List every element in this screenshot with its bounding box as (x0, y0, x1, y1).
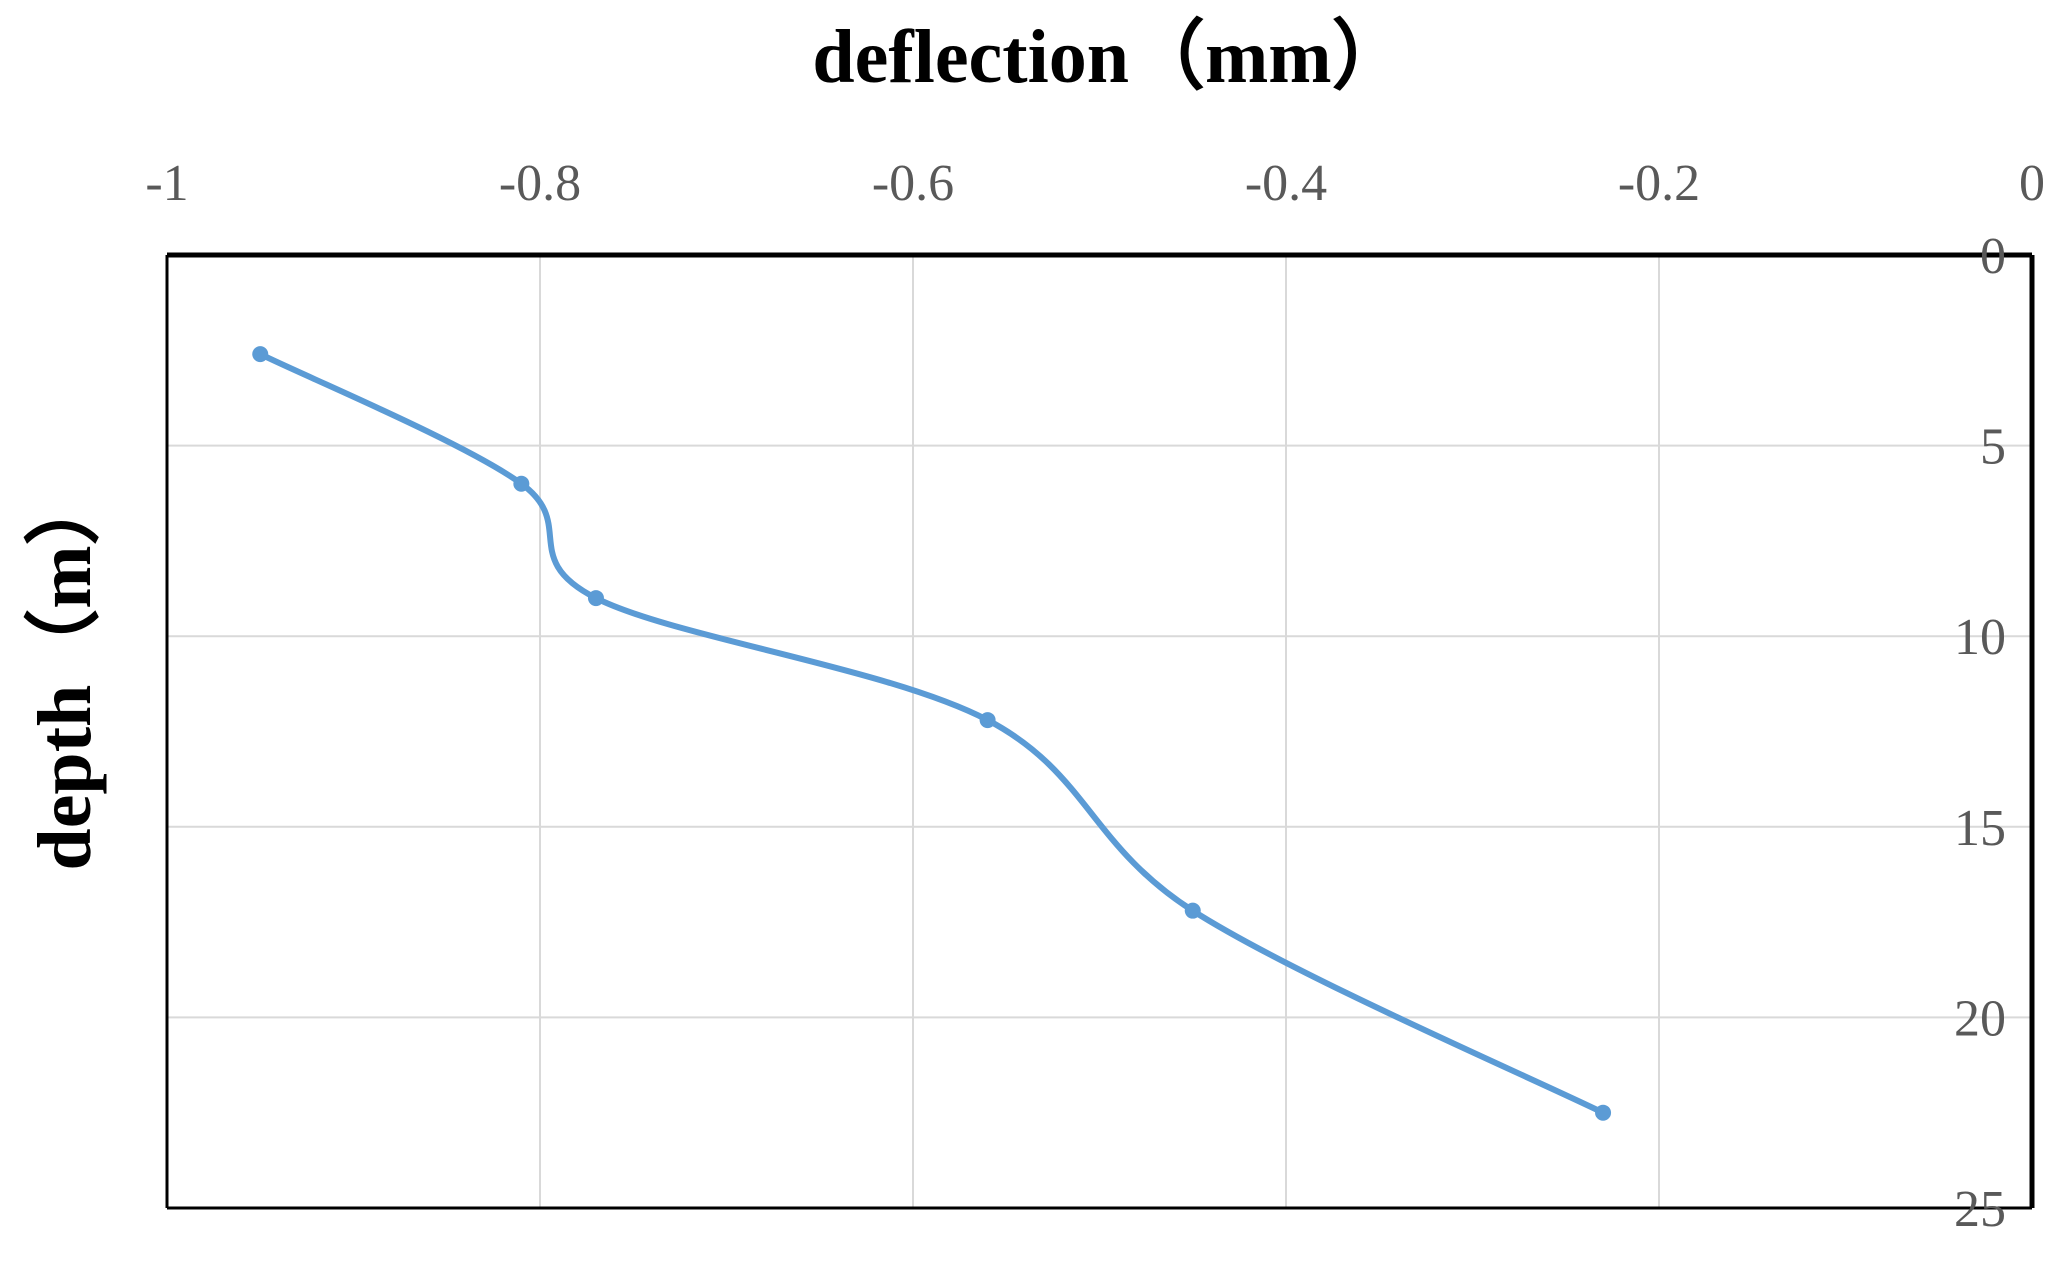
y-tick-label: 10 (1954, 609, 2006, 666)
y-tick-label: 15 (1954, 800, 2006, 857)
data-point (252, 346, 269, 363)
y-tick-label: 25 (1954, 1181, 2006, 1238)
data-point (1184, 902, 1201, 919)
x-tick-label: -0.2 (1618, 155, 1700, 212)
data-point (1595, 1104, 1612, 1121)
x-tick-label: -0.8 (499, 155, 581, 212)
x-tick-label: 0 (2019, 155, 2045, 212)
y-tick-label: 5 (1980, 419, 2006, 476)
y-axis-title: depth（m） (23, 469, 107, 870)
y-tick-label: 0 (1980, 228, 2006, 285)
y-tick-label: 20 (1954, 990, 2006, 1047)
x-tick-labels: -1 -0.8 -0.6 -0.4 -0.2 0 (145, 155, 2045, 212)
data-point (587, 590, 604, 607)
plot-frame (165, 252, 2035, 1210)
series-layer (252, 346, 1612, 1121)
x-tick-label: -1 (145, 155, 188, 212)
grid-lines (167, 255, 2032, 1208)
x-tick-label: -0.6 (872, 155, 954, 212)
y-tick-labels: 0 5 10 15 20 25 (1954, 228, 2006, 1238)
x-axis-title: deflection（mm） (812, 15, 1407, 99)
series-line (257, 351, 1607, 1116)
data-point (979, 712, 996, 729)
x-tick-label: -0.4 (1245, 155, 1327, 212)
data-point (513, 475, 530, 492)
